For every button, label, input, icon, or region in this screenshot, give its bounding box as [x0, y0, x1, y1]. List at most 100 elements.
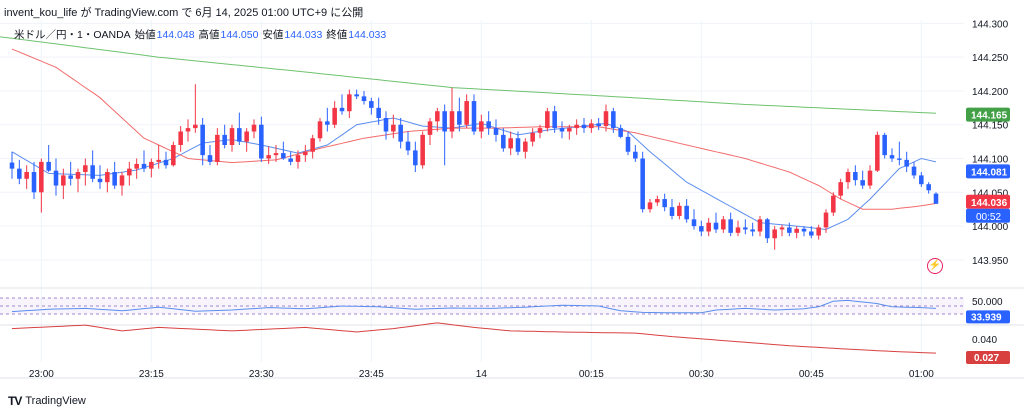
candle-body	[867, 170, 873, 186]
candle-body	[464, 101, 469, 125]
candle-body	[757, 219, 763, 232]
candle-body	[317, 121, 323, 139]
high-label: 高値	[198, 29, 220, 41]
candle-body	[713, 222, 719, 230]
candle-body	[39, 161, 44, 193]
price-axis-badge-text: 144.036	[971, 198, 1008, 209]
open-label: 始値	[134, 29, 156, 41]
indicator1-badge-text: 33.939	[971, 312, 1002, 323]
time-tick-label: 23:00	[29, 369, 54, 380]
ohlc-legend: 米ドル／円・1・OANDA 始値144.048 高値144.050 安値144.…	[14, 27, 387, 42]
price-tick-label: 144.200	[972, 87, 1009, 98]
candle-body	[537, 128, 543, 133]
candle-body	[603, 111, 609, 127]
candle-body	[442, 111, 447, 132]
candle-body	[163, 159, 169, 166]
candle-body	[559, 128, 565, 132]
candle-body	[457, 111, 462, 125]
candle-body	[919, 175, 924, 185]
time-tick-label: 00:45	[799, 369, 824, 380]
candle-body	[237, 128, 242, 142]
candle-body	[611, 111, 616, 129]
candle-body	[391, 124, 396, 132]
price-axis-badge	[966, 164, 1010, 179]
symbol-name[interactable]: 米ドル／円・1・OANDA	[14, 29, 131, 41]
candle-body	[17, 168, 22, 179]
time-tick-label: 00:30	[689, 369, 714, 380]
moving-average-line	[11, 37, 937, 114]
candle-body	[156, 159, 161, 162]
candle-body	[647, 202, 653, 210]
indicator2-badge	[966, 351, 1010, 364]
candle-body	[75, 172, 81, 179]
candle-body	[185, 128, 191, 132]
candle-body	[801, 228, 807, 232]
candle-body	[765, 219, 770, 239]
candle-body	[435, 111, 440, 122]
tradingview-logo-icon: TV	[8, 394, 22, 408]
candle-body	[897, 158, 902, 160]
candle-body	[471, 101, 477, 132]
moving-average-line	[0, 36, 13, 39]
candle-body	[552, 111, 557, 129]
candle-body	[545, 111, 550, 129]
price-axis-badge	[966, 194, 1010, 209]
candle-body	[200, 124, 205, 156]
candle-body	[779, 227, 785, 230]
indicator1-badge	[966, 310, 1010, 324]
price-tick-label: 144.000	[972, 222, 1009, 233]
candle-body	[933, 193, 939, 204]
candle-body	[112, 172, 117, 186]
candle-body	[105, 172, 110, 183]
price-tick-label: 144.050	[972, 188, 1009, 199]
price-tick-label: 144.100	[972, 155, 1009, 166]
candle-body	[273, 153, 279, 156]
candle-body	[633, 151, 638, 159]
candle-body	[398, 124, 403, 142]
candle-body	[207, 155, 213, 162]
candle-body	[376, 107, 381, 118]
candle-body	[684, 205, 689, 220]
price-tick-label: 144.300	[972, 19, 1009, 30]
candle-body	[508, 138, 513, 149]
candle-body	[743, 227, 748, 230]
lightning-icon[interactable]: ⚡	[927, 258, 943, 274]
candle-body	[889, 155, 895, 159]
candle-body	[853, 172, 858, 181]
candle-body	[332, 107, 337, 125]
time-tick-label: 01:00	[909, 369, 934, 380]
price-tick-label: 143.950	[972, 256, 1009, 267]
candle-body	[845, 172, 851, 183]
candle-body	[361, 96, 367, 102]
candle-body	[794, 228, 799, 233]
candle-body	[134, 163, 139, 169]
candle-body	[229, 128, 235, 145]
candle-body	[735, 227, 741, 233]
candle-body	[809, 231, 814, 236]
candle-body	[493, 128, 499, 135]
price-axis-badge	[966, 107, 1010, 122]
candle-body	[46, 161, 51, 171]
candle-body	[449, 111, 455, 132]
tradingview-brand[interactable]: TV TradingView	[8, 394, 86, 408]
candle-body	[904, 159, 909, 167]
candle-body	[911, 166, 917, 176]
candle-body	[823, 212, 829, 228]
candle-body	[706, 222, 711, 232]
candle-body	[501, 134, 506, 149]
candle-body	[750, 229, 755, 232]
price-tick-label: 144.250	[972, 53, 1009, 64]
candle-body	[581, 124, 587, 129]
candle-body	[728, 219, 733, 233]
time-tick-label: 14	[476, 369, 488, 380]
indicator2-tick: 0.040	[972, 335, 997, 346]
candle-body	[178, 131, 183, 145]
candle-body	[9, 162, 15, 169]
candle-body	[325, 121, 330, 125]
candle-body	[244, 131, 249, 142]
brand-name: TradingView	[25, 395, 86, 407]
candle-body	[193, 124, 198, 129]
candle-body	[655, 199, 660, 203]
price-axis-badge-text: 144.165	[971, 111, 1008, 122]
